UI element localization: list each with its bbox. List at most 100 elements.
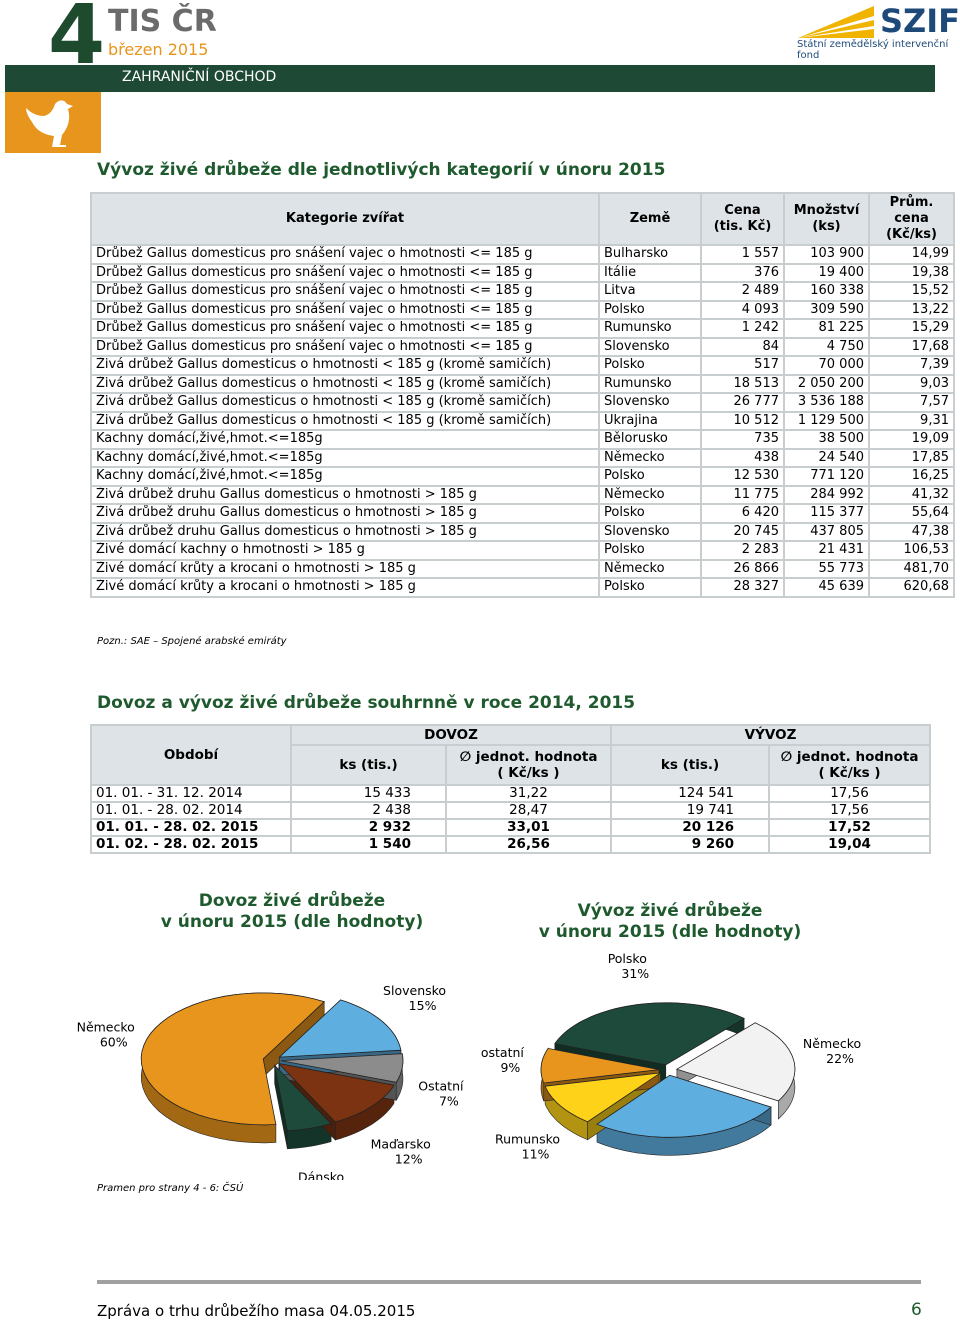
chart-title: Vývoz živé drůbeže v únoru 2015 (dle hodn… xyxy=(539,899,801,942)
slice-value-label: 60% xyxy=(100,1035,128,1050)
table-cell: Kachny domácí,živé,hmot.<=185g xyxy=(90,466,600,487)
brand: TIS ČR xyxy=(108,4,217,39)
table-row: Drůbež Gallus domesticus pro snášení vaj… xyxy=(90,336,955,357)
table-cell: 13,22 xyxy=(868,299,955,320)
table-cell: Drůbež Gallus domesticus pro snášení vaj… xyxy=(90,262,600,283)
table-row: Živá drůbež Gallus domesticus o hmotnost… xyxy=(90,373,955,394)
table-cell: 19,09 xyxy=(868,429,955,450)
slice-value-label: 12% xyxy=(395,1152,423,1167)
column-header: Cena (tis. Kč) xyxy=(700,192,785,246)
column-header: Prům. cena (Kč/ks) xyxy=(868,192,955,246)
table-cell: 2 050 200 xyxy=(783,373,870,394)
table-cell: Drůbež Gallus domesticus pro snášení vaj… xyxy=(90,318,600,339)
table-cell: Polsko xyxy=(598,503,702,524)
table-cell: 4 750 xyxy=(783,336,870,357)
table-cell: 20 126 xyxy=(610,818,771,837)
sub-header: ∅ jednot. hodnota ( Kč/ks ) xyxy=(768,744,932,786)
table-cell: 81 225 xyxy=(783,318,870,339)
column-header: Kategorie zvířat xyxy=(90,192,600,246)
issue-date: březen 2015 xyxy=(108,40,209,59)
pie-slice xyxy=(596,1074,772,1138)
slice-label: Slovensko xyxy=(383,983,446,998)
pie-slice xyxy=(540,1047,660,1084)
pie-slice xyxy=(278,999,402,1058)
summary-table: Období DOVOZ VÝVOZ ks (tis.) ∅ jednot. ho… xyxy=(90,724,932,854)
table-cell: Bulharsko xyxy=(598,244,702,265)
chart-title-line: v únoru 2015 (dle hodnoty) xyxy=(539,922,801,942)
table-cell: 19 400 xyxy=(783,262,870,283)
table-row: Kachny domácí,živé,hmot.<=185g Bělorusko 7… xyxy=(90,429,955,450)
table-cell: Drůbež Gallus domesticus pro snášení vaj… xyxy=(90,244,600,265)
slice-value-label: 7% xyxy=(439,1093,459,1108)
table-cell: Rumunsko xyxy=(598,318,702,339)
table-row: Drůbež Gallus domesticus pro snášení vaj… xyxy=(90,299,955,320)
table-cell: 620,68 xyxy=(868,577,955,598)
table-row: Živá drůbež Gallus domesticus o hmotnost… xyxy=(90,410,955,431)
table-cell: Živá drůbež Gallus domesticus o hmotnost… xyxy=(90,410,600,431)
table-cell: 771 120 xyxy=(783,466,870,487)
group-header: DOVOZ xyxy=(289,724,613,746)
table-cell: 9 260 xyxy=(610,835,771,854)
table-note: Pozn.: SAE – Spojené arabské emiráty xyxy=(97,636,287,647)
chart-title: Dovoz živé drůbeže v únoru 2015 (dle hodn… xyxy=(161,889,423,932)
table-cell: Polsko xyxy=(598,466,702,487)
table-cell: 2 932 xyxy=(290,818,447,837)
slice-label: Slovensko xyxy=(667,1178,730,1180)
table-cell: 2 283 xyxy=(700,540,785,561)
chart-title-line: Dovoz živé drůbeže xyxy=(199,889,385,911)
table-cell: 01. 01. - 31. 12. 2014 xyxy=(90,784,292,803)
table-cell: 2 489 xyxy=(700,281,785,302)
table-cell: 26 777 xyxy=(700,392,785,413)
table-cell: 4 093 xyxy=(700,299,785,320)
table-cell: 438 xyxy=(700,447,785,468)
table-cell: 15,29 xyxy=(868,318,955,339)
footer-rule xyxy=(97,1280,921,1284)
sub-header: ks (tis.) xyxy=(610,744,771,786)
table-cell: Živá drůbež Gallus domesticus o hmotnost… xyxy=(90,373,600,394)
table-cell: 17,52 xyxy=(768,818,932,837)
slice-value-label: 9% xyxy=(500,1060,520,1075)
table-cell: 19,04 xyxy=(768,835,932,854)
table-row: Živá drůbež druhu Gallus domesticus o hm… xyxy=(90,521,955,542)
pie-slice xyxy=(554,1002,745,1066)
table-cell: 124 541 xyxy=(610,784,771,803)
table-row: Živé domácí kachny o hmotnosti > 185 g Po… xyxy=(90,540,955,561)
sub-header: ks (tis.) xyxy=(290,744,447,786)
logo-mark xyxy=(798,6,874,38)
table-cell: 33,01 xyxy=(444,818,613,837)
pie-slice xyxy=(277,1062,395,1123)
group-header: VÝVOZ xyxy=(610,724,932,746)
table-row: Živá drůbež Gallus domesticus o hmotnost… xyxy=(90,392,955,413)
table-cell: Kachny domácí,živé,hmot.<=185g xyxy=(90,447,600,468)
table-row: Kachny domácí,živé,hmot.<=185g Polsko 12 5… xyxy=(90,466,955,487)
export-table-title: Vývoz živé drůbeže dle jednotlivých kate… xyxy=(97,160,666,180)
slice-label: Německo xyxy=(77,1020,135,1035)
table-cell: 70 000 xyxy=(783,355,870,376)
table-cell: Drůbež Gallus domesticus pro snášení vaj… xyxy=(90,281,600,302)
table-cell: 103 900 xyxy=(783,244,870,265)
table-cell: 16,25 xyxy=(868,466,955,487)
table-cell: 7,39 xyxy=(868,355,955,376)
slice-label: Polsko xyxy=(608,951,647,966)
table-cell: 284 992 xyxy=(783,484,870,505)
table-cell: 41,32 xyxy=(868,484,955,505)
table-cell: 517 xyxy=(700,355,785,376)
table-cell: 28 327 xyxy=(700,577,785,598)
slice-label: Ostatní xyxy=(418,1078,464,1093)
export-table: Kategorie zvířat Země Cena (tis. Kč) Množst… xyxy=(90,192,955,598)
footer-text: Zpráva o trhu drůbežího masa 04.05.2015 xyxy=(97,1302,416,1320)
table-cell: 55 773 xyxy=(783,558,870,579)
table-cell: Drůbež Gallus domesticus pro snášení vaj… xyxy=(90,299,600,320)
table-cell: Živé domácí krůty a krocani o hmotnosti … xyxy=(90,577,600,598)
table-cell: Živé domácí krůty a krocani o hmotnosti … xyxy=(90,558,600,579)
table-cell: Polsko xyxy=(598,540,702,561)
table-cell: Kachny domácí,živé,hmot.<=185g xyxy=(90,429,600,450)
pie-slice xyxy=(544,1072,661,1123)
table-row: Drůbež Gallus domesticus pro snášení vaj… xyxy=(90,244,955,265)
table-cell: 17,56 xyxy=(768,784,932,803)
table-cell: Slovensko xyxy=(598,392,702,413)
table-row: Živá drůbež Gallus domesticus o hmotnost… xyxy=(90,355,955,376)
logo: SZIF xyxy=(880,2,960,40)
table-row: 01. 01. - 31. 12. 2014 15 433 31,22 124 541… xyxy=(90,784,932,803)
table-cell: 47,38 xyxy=(868,521,955,542)
